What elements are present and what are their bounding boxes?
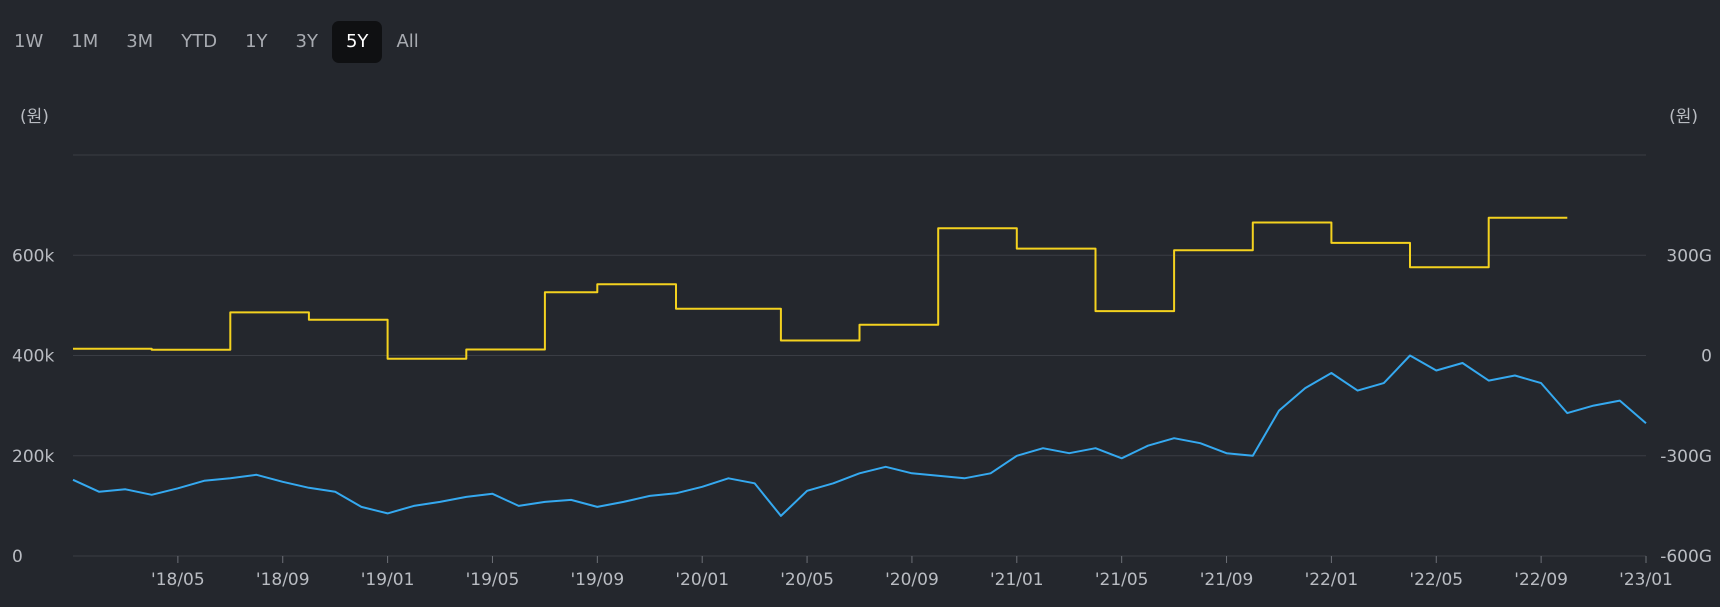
grid [73, 154, 1646, 557]
x-tick-label: '20/05 [780, 570, 834, 590]
x-tick-label: '20/01 [675, 570, 729, 590]
right-tick-label: -600G [1660, 547, 1712, 567]
x-tick-label: '19/05 [466, 570, 520, 590]
x-tick-label: '19/09 [570, 570, 624, 590]
left-tick-label: 0 [12, 547, 23, 567]
left-tick-label: 600k [12, 246, 54, 266]
range-button-ytd[interactable]: YTD [181, 31, 218, 52]
x-tick-label: '22/09 [1514, 570, 1568, 590]
range-button-5y[interactable]: 5Y [331, 21, 383, 63]
earnings-step-line [73, 216, 1568, 360]
x-tick-label: '22/01 [1305, 570, 1359, 590]
x-tick-label: '21/05 [1095, 570, 1149, 590]
x-tick-label: '22/05 [1409, 570, 1463, 590]
right-tick-label: -300G [1660, 447, 1712, 467]
range-selector: 1W 1M 3M YTD 1Y 3Y 5Y All [0, 21, 433, 63]
range-button-3m[interactable]: 3M [126, 31, 154, 52]
range-button-1m[interactable]: 1M [71, 31, 99, 52]
x-tick-label: '18/05 [151, 570, 205, 590]
left-axis-unit: (원) [20, 107, 49, 127]
left-tick-label: 200k [12, 447, 54, 467]
range-button-3y[interactable]: 3Y [295, 31, 318, 52]
right-axis: -600G -300G 0 300G [1660, 246, 1712, 567]
price-line [72, 354, 1647, 517]
x-tick-label: '23/01 [1619, 570, 1673, 590]
range-button-1w[interactable]: 1W [14, 31, 44, 52]
right-tick-label: 300G [1666, 246, 1712, 266]
x-tick-label: '21/09 [1200, 570, 1254, 590]
x-tick-label: '19/01 [361, 570, 415, 590]
left-axis: 0 200k 400k 600k [12, 246, 54, 567]
x-tick-label: '20/09 [885, 570, 939, 590]
series [72, 216, 1647, 517]
x-axis: '18/05 '18/09 '19/01 '19/05 '19/09 '20/01 '20/… [151, 556, 1673, 590]
range-button-1y[interactable]: 1Y [245, 31, 268, 52]
range-button-all[interactable]: All [396, 31, 419, 52]
x-tick-label: '21/01 [990, 570, 1044, 590]
right-tick-label: 0 [1701, 347, 1712, 367]
x-tick-label: '18/09 [256, 570, 310, 590]
right-axis-unit: (원) [1669, 107, 1698, 127]
left-tick-label: 400k [12, 347, 54, 367]
